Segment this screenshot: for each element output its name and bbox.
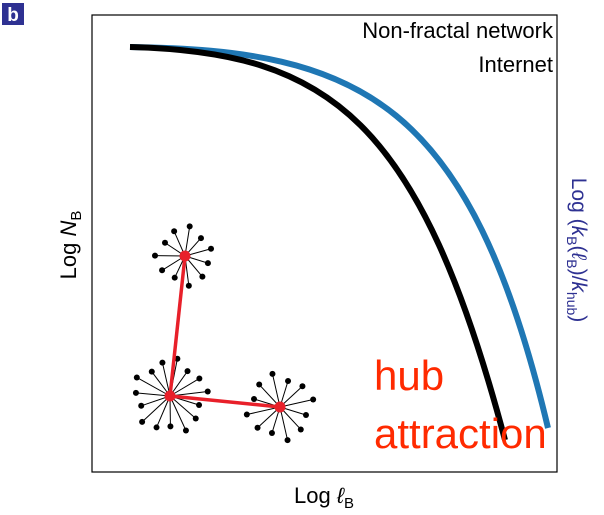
legend-entry: Non-fractal network xyxy=(362,18,554,43)
leaf-node xyxy=(152,253,158,259)
label-part: B xyxy=(564,236,580,245)
leaf-node xyxy=(196,375,202,381)
leaf-node xyxy=(196,402,202,408)
label-part: B xyxy=(344,495,354,512)
leaf-node xyxy=(193,416,199,422)
x-axis-label: Log ℓB xyxy=(294,483,354,512)
leaf-node xyxy=(134,374,140,380)
leaf-node xyxy=(205,260,211,266)
leaf-node xyxy=(303,412,309,418)
legend-entry: Internet xyxy=(478,52,553,77)
label-part: hub xyxy=(564,292,580,316)
leaf-node xyxy=(310,396,316,402)
leaf-node xyxy=(298,426,304,432)
label-part: ( xyxy=(567,245,590,252)
hub-node xyxy=(165,391,176,402)
hub-node xyxy=(180,251,191,262)
leaf-node xyxy=(205,388,211,394)
panel-label: b xyxy=(7,5,19,26)
leaf-node xyxy=(285,378,291,384)
leaf-node xyxy=(285,437,291,443)
leaf-node xyxy=(244,412,250,418)
label-part: Log xyxy=(294,483,337,508)
leaf-node xyxy=(172,275,178,281)
leaf-node xyxy=(139,419,145,425)
leaf-node xyxy=(162,240,168,246)
annotation: hub xyxy=(374,352,444,399)
spoke xyxy=(142,396,170,422)
leaf-node xyxy=(187,223,193,229)
leaf-node xyxy=(138,403,144,409)
y2-axis-label: Log (kB(ℓB)/khub) xyxy=(564,178,590,323)
leaf-node xyxy=(255,425,261,431)
leaf-node xyxy=(183,427,189,433)
label-part: N xyxy=(56,221,81,237)
leaf-node xyxy=(299,383,305,389)
annotation: attraction xyxy=(374,410,547,457)
leaf-node xyxy=(198,235,204,241)
leaf-node xyxy=(269,430,275,436)
label-part: Log ( xyxy=(567,178,590,226)
figure: b Non-fractal network Internet hub attra… xyxy=(0,0,604,515)
label-part: )/ xyxy=(567,269,590,282)
leaf-node xyxy=(269,371,275,377)
leaf-node xyxy=(133,390,139,396)
leaf-node xyxy=(251,396,257,402)
non-fractal-curve xyxy=(130,47,505,440)
leaf-node xyxy=(159,360,165,366)
label-part: ) xyxy=(567,315,590,322)
leaf-node xyxy=(186,283,192,289)
leaf-node xyxy=(185,368,191,374)
leaf-node xyxy=(256,382,262,388)
leaf-node xyxy=(154,424,160,430)
label-part: B xyxy=(68,211,85,221)
leaf-node xyxy=(159,267,165,273)
leaf-node xyxy=(199,274,205,280)
leaf-node xyxy=(167,423,173,429)
label-part: Log xyxy=(56,237,81,280)
y-axis-label: Log NB xyxy=(56,211,85,280)
label-part: B xyxy=(564,259,580,268)
leaf-node xyxy=(149,369,155,375)
leaf-node xyxy=(171,228,177,234)
leaf-node xyxy=(208,246,214,252)
network-sketch xyxy=(133,223,316,443)
hub-node xyxy=(275,402,286,413)
